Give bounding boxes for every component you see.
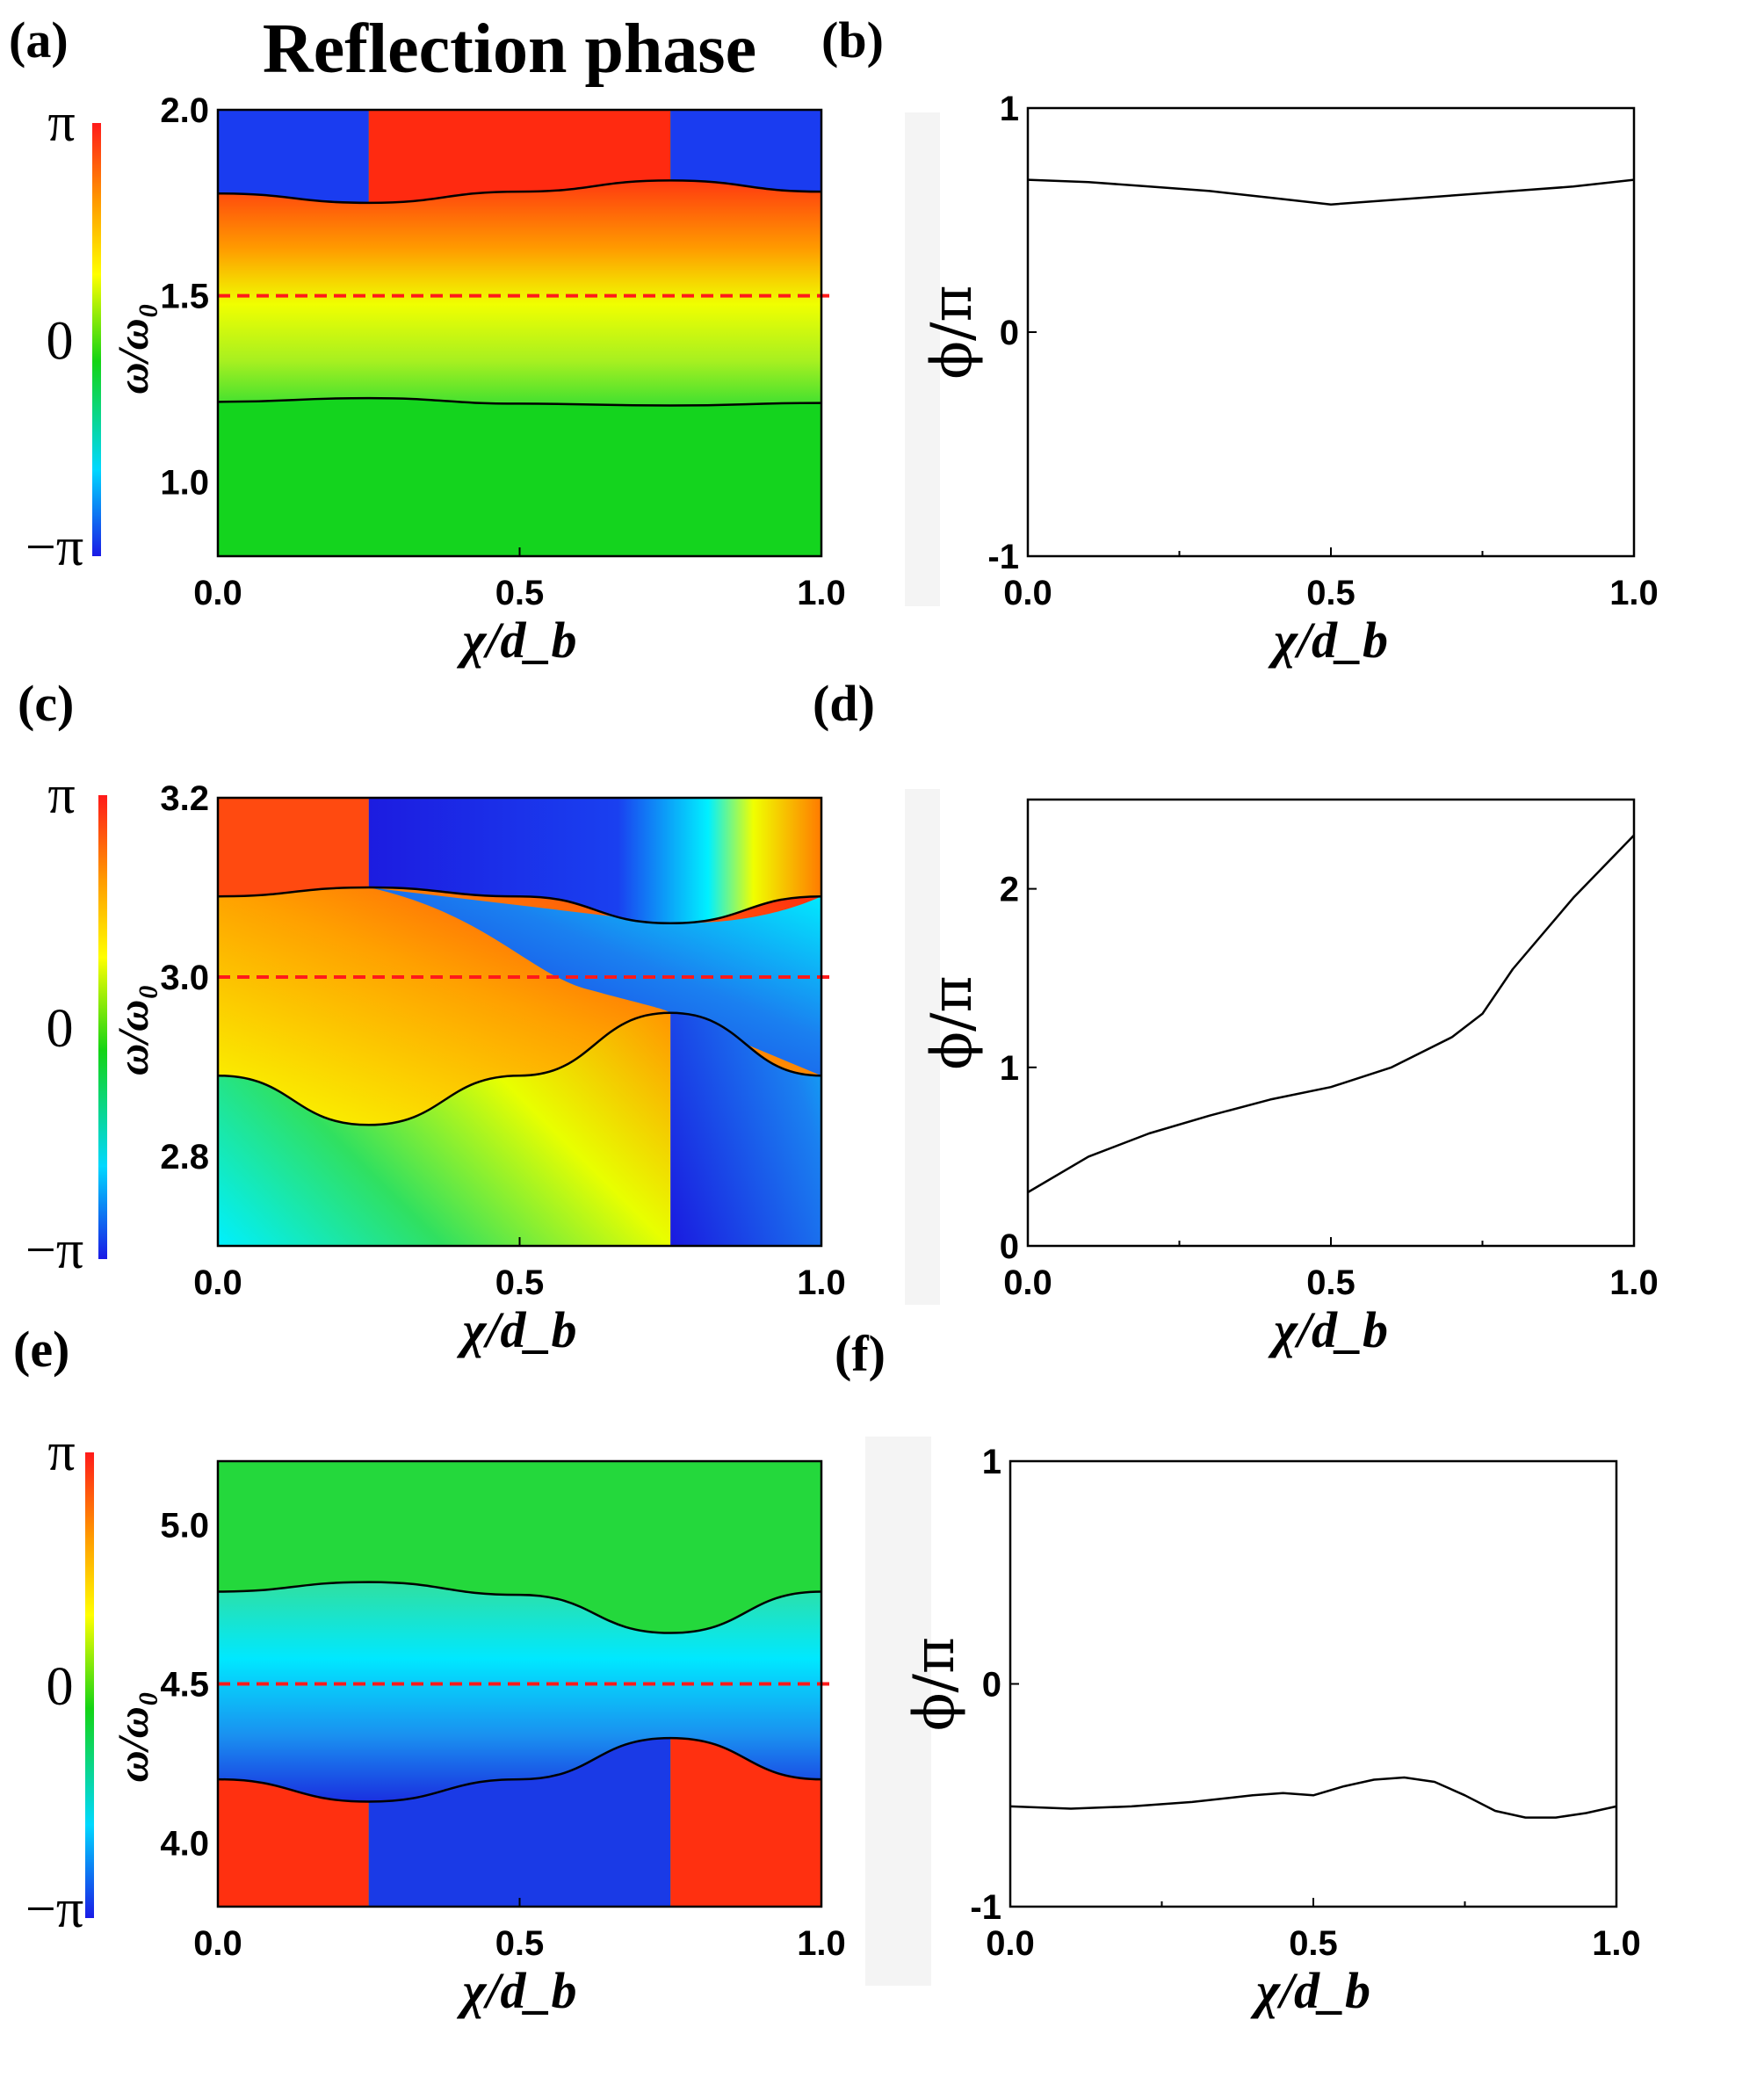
y-tick-label: -1 [987,538,1019,576]
y-tick-label: 0 [982,1666,1001,1705]
y-axis-label: ω/ω₀ [108,303,157,395]
y-tick-label: 0 [1000,1227,1019,1266]
x-axis-label: χ/d_b [456,1962,576,2019]
panel-background-strip [905,112,940,606]
y-axis-label: ω/ω₀ [108,984,157,1075]
panel-label: (c) [18,675,74,732]
x-tick-label: 0.0 [193,574,242,612]
heatmap-blue-block [218,110,369,203]
x-axis-label: χ/d_b [1250,1962,1370,2019]
x-tick-label: 0.5 [495,1263,545,1302]
y-tick-label: 1 [1000,1049,1019,1088]
boundary-curve [218,1011,821,1126]
plot-area [1028,800,1634,1246]
panel-background-strip [905,789,940,1305]
y-axis-label: ϕ/π [920,285,985,379]
boundary-curve [218,1581,821,1634]
x-tick-label: 0.0 [986,1924,1035,1963]
colorbar-tick-label: −π [25,1220,83,1280]
boundary-curve [218,1736,821,1803]
colorbar-tick-label: π [47,93,75,153]
panel-c: (c) π 0 −π 2.8 3.0 3.2 ω/ω₀ 0.0 0.5 1.0 χ/d_b [18,675,846,1358]
y-tick-label: 1 [1000,90,1019,128]
y-tick-label: 1 [982,1443,1001,1481]
y-axis-label: ω/ω₀ [108,1691,157,1783]
boundary-curve [218,396,821,407]
plot-area [1028,108,1634,556]
boundary-curve [218,179,821,205]
plot-area [1010,1461,1616,1907]
x-tick-label: 0.0 [193,1263,242,1302]
heatmap [218,798,821,1246]
heatmap-band [218,1582,821,1802]
panel-label: (b) [821,11,884,69]
x-tick-label: 0.5 [1306,1263,1356,1302]
y-tick-label: 4.0 [160,1825,209,1864]
heatmap [218,110,821,556]
panel-e: (e) π 0 −π 4.0 4.5 5.0 ω/ω₀ 0.0 0.5 1.0 χ/d_b [13,1321,846,2019]
y-tick-label: 0 [1000,314,1019,352]
panel-label: (f) [835,1325,886,1382]
data-series-line [1027,834,1635,1194]
colorbar-tick-label: 0 [47,1657,74,1717]
colorbar-tick-label: −π [25,1879,83,1939]
colorbar-tick-label: 0 [47,312,74,372]
y-tick-label: -1 [970,1888,1001,1927]
panel-f: (f) -1 0 1 ϕ/π 0.0 0.5 1.0 χ/d_b [835,1325,1641,2019]
data-series-line [1009,1776,1617,1819]
panel-a: (a) π 0 −π 1.0 1.5 2.0 ω/ω₀ 0.0 0.5 1.0 χ/d_b [9,11,846,669]
y-tick-label: 2.8 [160,1138,209,1176]
heatmap-band [218,180,821,406]
colorbar-tick-label: π [47,765,75,825]
boundary-curve [218,886,821,925]
x-tick-label: 0.5 [1289,1924,1338,1963]
y-tick-label: 2.0 [160,91,209,130]
colorbar-tick-label: −π [25,518,83,577]
x-tick-label: 0.5 [1306,574,1356,612]
x-tick-label: 0.5 [495,574,545,612]
y-tick-label: 1.5 [160,278,209,316]
x-axis-label: χ/d_b [1268,1301,1388,1358]
x-tick-label: 0.0 [1003,1263,1052,1302]
x-tick-label: 0.5 [495,1924,545,1963]
panel-label: (d) [813,675,875,732]
x-tick-label: 1.0 [797,1263,846,1302]
colorbar [92,123,101,556]
panel-background-strip [865,1437,931,1986]
y-axis-label: ϕ/π [920,975,985,1069]
colorbar-tick-label: π [47,1423,75,1482]
y-tick-label: 3.2 [160,779,209,818]
figure-title: Reflection phase [263,11,756,88]
x-axis-label: χ/d_b [456,612,576,669]
x-tick-label: 0.0 [193,1924,242,1963]
panel-d: (d) 0 1 2 ϕ/π 0.0 0.5 1.0 χ/d_b [813,675,1659,1358]
x-axis-label: χ/d_b [456,1301,576,1358]
x-tick-label: 1.0 [797,574,846,612]
panel-label: (a) [9,11,69,69]
panel-b: (b) -1 0 1 ϕ/π 0.0 0.5 1.0 χ/d_b [821,11,1659,669]
x-tick-label: 1.0 [1609,574,1659,612]
x-tick-label: 1.0 [1609,1263,1659,1302]
y-tick-label: 3.0 [160,959,209,997]
colorbar-tick-label: 0 [47,999,74,1059]
y-tick-label: 1.0 [160,463,209,502]
y-axis-label: ϕ/π [902,1637,967,1731]
y-tick-label: 2 [1000,871,1019,909]
y-tick-label: 5.0 [160,1506,209,1545]
panel-label: (e) [13,1321,69,1378]
x-tick-label: 0.0 [1003,574,1052,612]
x-axis-label: χ/d_b [1268,612,1388,669]
colorbar [85,1452,94,1918]
y-tick-label: 4.5 [160,1666,209,1705]
colorbar [98,795,107,1259]
x-tick-label: 1.0 [797,1924,846,1963]
x-tick-label: 1.0 [1592,1924,1641,1963]
data-series-line [1027,178,1635,206]
heatmap-top [218,110,821,203]
